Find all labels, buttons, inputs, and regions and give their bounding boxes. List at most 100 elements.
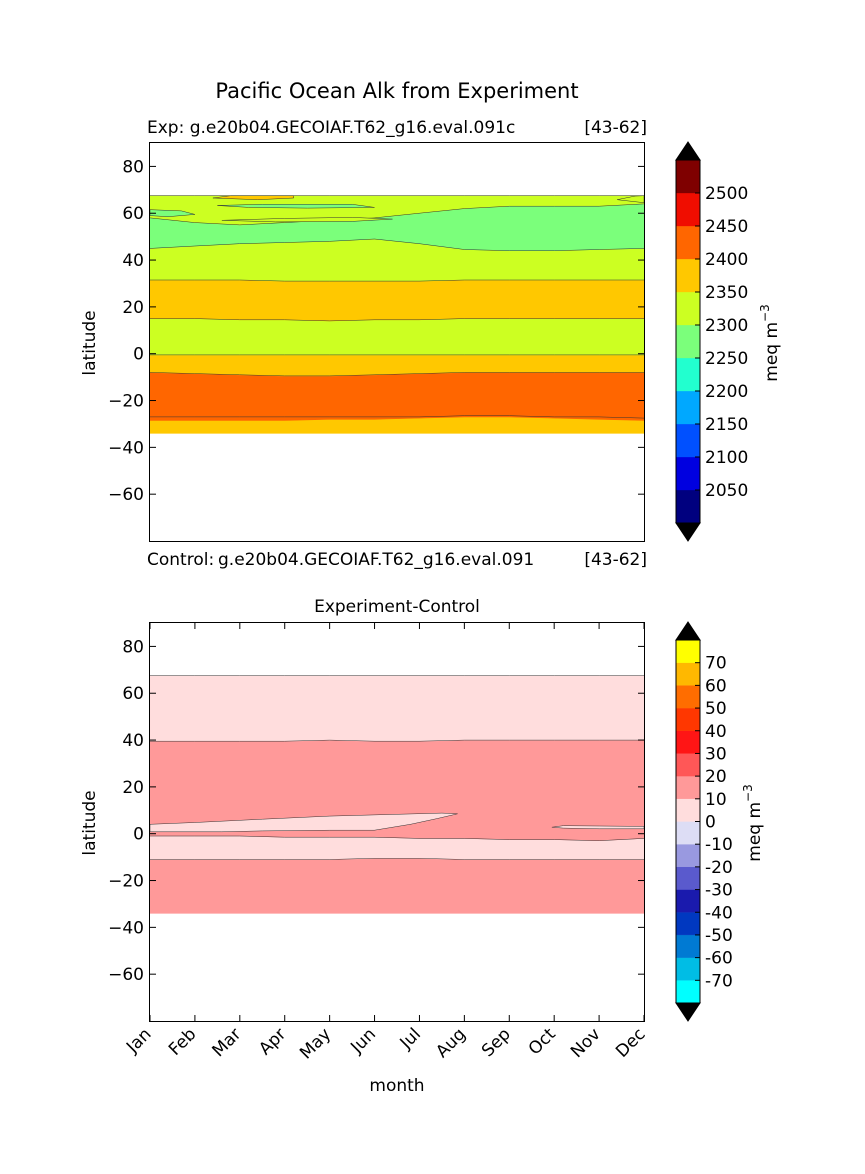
- bottom-contour-patch-0: [149, 812, 458, 833]
- bottom-contour-line-2: [150, 739, 644, 742]
- bottom-colorbar-tick-label: 30: [705, 744, 727, 764]
- bottom-plot-area: [149, 675, 645, 914]
- bottom-y-tick-label: −20: [108, 872, 144, 892]
- bottom-colorbar-swatch: [675, 753, 701, 777]
- top-colorbar-tick-label: 2050: [705, 481, 748, 501]
- bottom-colorbar-swatch: [675, 662, 701, 686]
- bottom-colorbar-tick-label: -50: [705, 926, 733, 946]
- bottom-colorbar-swatch: [675, 730, 701, 754]
- top-colorbar-tick-label: 2150: [705, 415, 748, 435]
- top-y-tick-label: 20: [122, 298, 144, 318]
- top-y-tick-label: −40: [108, 438, 144, 458]
- top-colorbar-tick-label: 2250: [705, 349, 748, 369]
- bottom-colorbar-swatch: [675, 639, 701, 663]
- bottom-plot-frame: [149, 622, 645, 1022]
- bottom-panel: Control: g.e20b04.GECOIAF.T62_g16.eval.0…: [80, 550, 765, 1096]
- top-contour-patch-1: [212, 195, 294, 200]
- bottom-contour-band-3: [149, 675, 645, 742]
- bottom-colorbar-label-sup: −3: [741, 784, 755, 802]
- bottom-y-tick-label: 60: [122, 684, 144, 704]
- bottom-colorbar-tick-label: -20: [705, 858, 733, 878]
- top-contour-patch-2: [217, 204, 375, 209]
- top-colorbar-label: meq m−3: [758, 304, 782, 381]
- top-colorbar-swatch: [675, 390, 701, 425]
- bottom-colorbar-swatch: [675, 980, 701, 1004]
- bottom-colorbar-swatch: [675, 844, 701, 868]
- bottom-contour-patch-1: [551, 825, 645, 830]
- bottom-colorbar-swatch: [675, 707, 701, 731]
- bottom-panel-subtitle: Experiment-Control: [314, 597, 480, 617]
- bottom-x-axis-label: month: [369, 1076, 424, 1096]
- bottom-colorbar-swatch: [675, 889, 701, 913]
- top-colorbar-tick-label: 2450: [705, 217, 748, 237]
- bottom-y-tick-label: 0: [133, 825, 144, 845]
- top-colorbar-label-text: meq m: [762, 322, 782, 382]
- bottom-colorbar-swatch: [675, 775, 701, 799]
- bottom-y-tick-label: 80: [122, 637, 144, 657]
- bottom-colorbar-tick-label: 60: [705, 676, 727, 696]
- bottom-colorbar-label: meq m−3: [741, 784, 765, 861]
- top-plot-area: [149, 195, 645, 434]
- top-y-axis: 80 60 40 20 0 −20 −40 −60: [108, 157, 644, 505]
- top-colorbar-swatch: [675, 192, 701, 227]
- top-colorbar-tick-label: 2400: [705, 250, 748, 270]
- top-colorbar-swatch: [675, 357, 701, 392]
- bottom-colorbar-label-text: meq m: [745, 802, 765, 862]
- top-colorbar-swatch: [675, 489, 701, 524]
- bottom-colorbar-tick-label: 10: [705, 790, 727, 810]
- top-colorbar-swatch: [675, 456, 701, 491]
- bottom-contour-line-0: [150, 858, 644, 860]
- top-y-axis-label: latitude: [80, 310, 100, 375]
- bottom-colorbar-tick-label: -10: [705, 835, 733, 855]
- top-contour-patch-3: [221, 217, 393, 223]
- top-colorbar-swatch: [675, 324, 701, 359]
- top-y-tick-label: 60: [122, 204, 144, 224]
- top-contour-line-0: [150, 415, 645, 419]
- top-panel: Exp: g.e20b04.GECOIAF.T62_g16.eval.091c …: [80, 118, 782, 542]
- bottom-contour-band-0: [149, 858, 645, 914]
- top-colorbar-tick-label: 2350: [705, 283, 748, 303]
- bottom-colorbar-tick-label: 20: [705, 767, 727, 787]
- bottom-colorbar-tick-label: 40: [705, 722, 727, 742]
- top-y-tick-label: −60: [108, 485, 144, 505]
- top-colorbar-tick-label: 2300: [705, 316, 748, 336]
- bottom-y-tick-label: 40: [122, 731, 144, 751]
- top-colorbar-tick-label: 2200: [705, 382, 748, 402]
- top-contour-line-1: [149, 372, 644, 377]
- bottom-panel-title-center: g.e20b04.GECOIAF.T62_g16.eval.091: [218, 550, 534, 570]
- top-colorbar: 2050 2100 2150 2200 2250 2300 2350 2400 2450 2500: [675, 141, 748, 542]
- top-contour-band-3: [149, 318, 645, 356]
- top-y-tick-label: 0: [133, 345, 144, 365]
- bottom-colorbar-swatch: [675, 912, 701, 936]
- bottom-contour-line-1: [150, 835, 645, 841]
- bottom-y-tick-label: 20: [122, 778, 144, 798]
- top-colorbar-tick-label: 2500: [705, 184, 748, 204]
- top-colorbar-swatch: [675, 258, 701, 293]
- figure-title: Pacific Ocean Alk from Experiment: [215, 79, 578, 103]
- bottom-panel-title-left: Control:: [147, 550, 214, 570]
- top-contour-line-6: [149, 203, 645, 226]
- top-y-tick-label: 80: [122, 157, 144, 177]
- top-colorbar-swatch: [675, 159, 701, 194]
- bottom-colorbar-tick-label: -30: [705, 881, 733, 901]
- top-contour-band-4: [149, 279, 645, 322]
- bottom-colorbar-swatch: [675, 798, 701, 822]
- bottom-colorbar-tick-label: -60: [705, 949, 733, 969]
- top-plot-frame: [149, 142, 645, 542]
- top-panel-title-right: [43-62]: [584, 118, 647, 138]
- top-colorbar-swatch: [675, 423, 701, 458]
- bottom-y-axis: 80 60 40 20 0 −20 −40 −60: [108, 637, 644, 985]
- bottom-y-tick-label: −60: [108, 965, 144, 985]
- top-colorbar-tick-label: 2100: [705, 448, 748, 468]
- bottom-colorbar-tick-label: -70: [705, 971, 733, 991]
- top-y-tick-label: −20: [108, 392, 144, 412]
- bottom-colorbar-tick-label: -40: [705, 903, 733, 923]
- top-colorbar-frame: [675, 159, 701, 524]
- bottom-colorbar-tick-label: 50: [705, 699, 727, 719]
- top-contour-line-4: [150, 279, 644, 282]
- bottom-panel-title-right: [43-62]: [584, 550, 647, 570]
- top-y-tick-label: 40: [122, 251, 144, 271]
- top-contour-band-1: [149, 372, 645, 421]
